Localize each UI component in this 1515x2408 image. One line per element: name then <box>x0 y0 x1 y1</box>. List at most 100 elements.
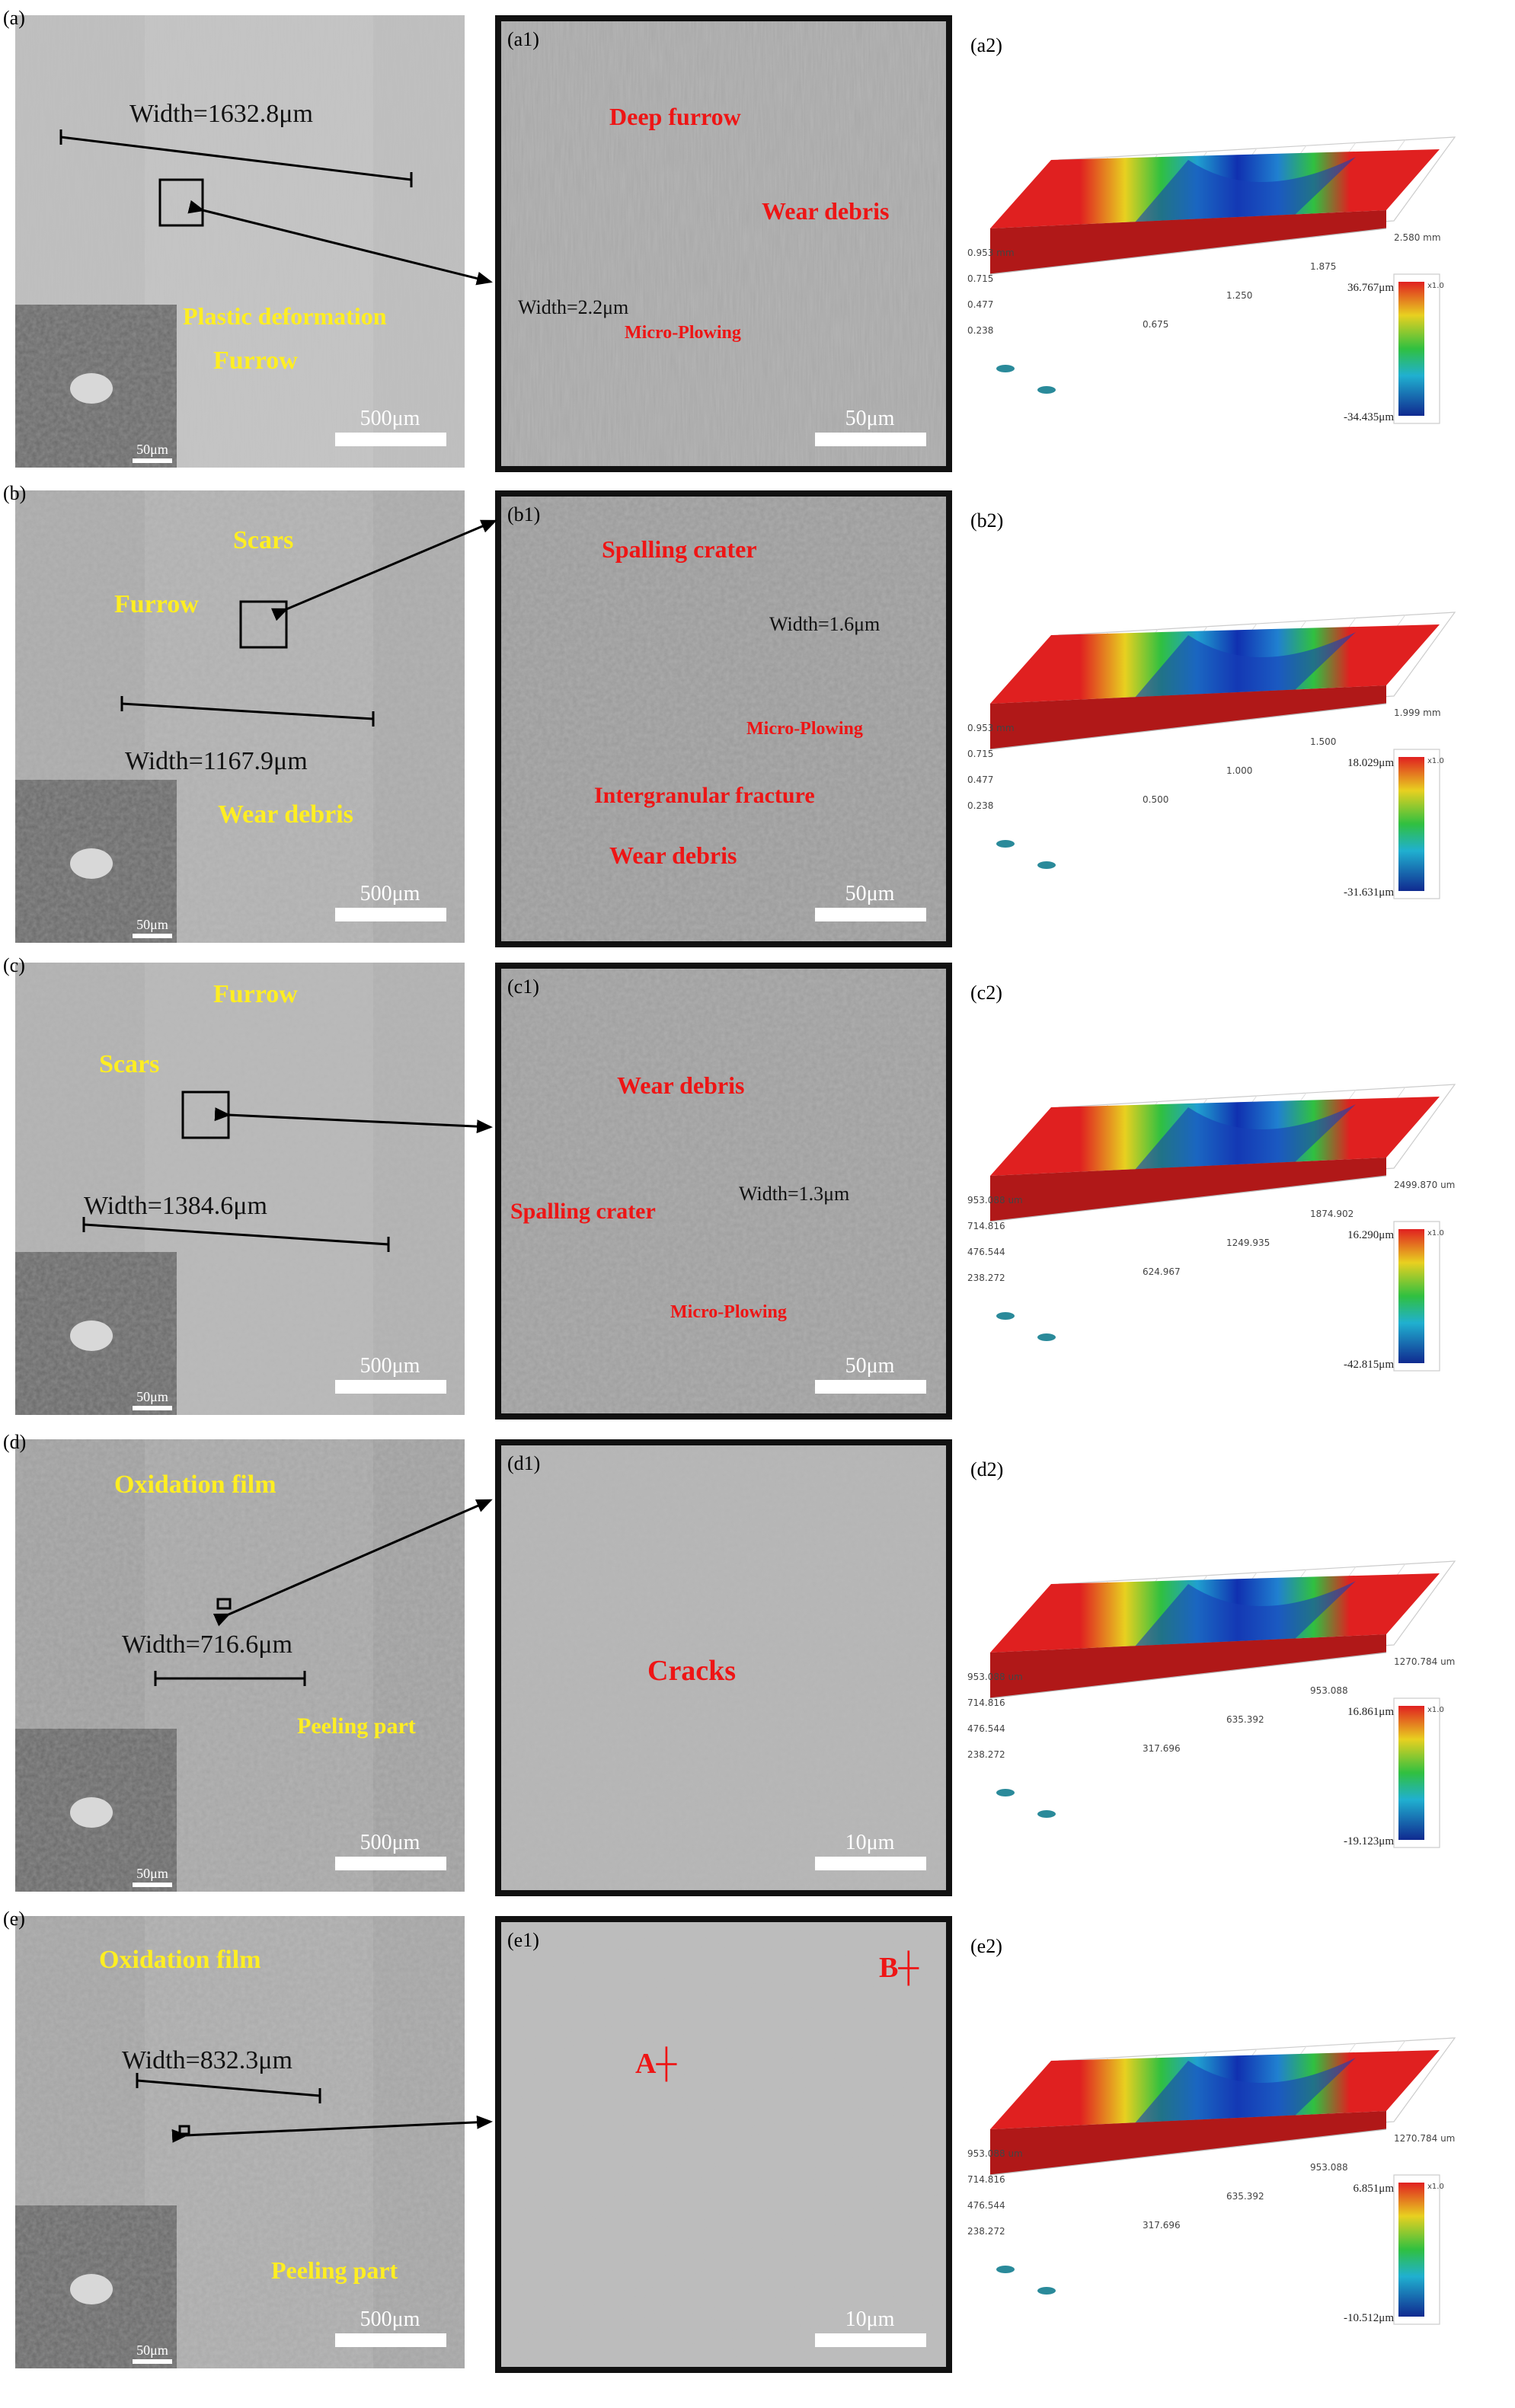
annotation: Furrow <box>213 980 298 1008</box>
sem-panel: (b) Scars Furrow Width=1167.9μm Wear debris 5… <box>3 482 465 943</box>
axis-line <box>989 2129 1387 2176</box>
inset-scale-bar <box>133 934 172 938</box>
colorbar-factor: x1.0 <box>1427 282 1444 290</box>
scale-label: 50μm <box>845 407 895 430</box>
colorbar <box>1398 2183 1424 2317</box>
colorbar-min: -10.512μm <box>1344 2312 1394 2324</box>
annotation: A┼ <box>635 2046 677 2082</box>
profile-panel: (c2) 953.088 um 714.816 476.544 238.272 624.9… <box>967 982 1456 1372</box>
zoom-panel: (d1) Cracks 10μm <box>495 1439 952 1896</box>
annotation: Wear debris <box>609 842 737 869</box>
scale-label: 10μm <box>845 2307 895 2331</box>
profile-panel: (b2) 0.953 mm 0.715 0.477 0.238 0.500 1.000 1.5… <box>967 509 1456 899</box>
colorbar-min: -34.435μm <box>1344 411 1394 423</box>
depth-tick: 476.544 <box>967 2200 1005 2211</box>
annotation: Wear debris <box>617 1071 744 1099</box>
zoom-panel: (e1) B┼ A┼ 10μm <box>495 1916 952 2373</box>
zoom-arrow <box>270 519 497 621</box>
wear-track <box>145 1916 373 2368</box>
zoom-frame <box>495 490 952 947</box>
colorbar-frame <box>1393 273 1440 424</box>
orient-icon <box>1037 1810 1056 1818</box>
zoom-arrow <box>214 1107 493 1134</box>
orient-icon <box>1037 2287 1056 2295</box>
surface-front <box>990 1158 1386 1222</box>
scale-bar <box>335 2333 446 2347</box>
debris <box>70 848 113 879</box>
width-bar <box>60 136 412 181</box>
zoom-frame <box>495 963 952 1420</box>
orient-icon <box>996 840 1015 848</box>
annotation: B┼ <box>879 1950 919 1986</box>
inset-scale-bar <box>133 458 172 463</box>
width-tick: 1.250 <box>1226 290 1252 301</box>
depth-tick: 0.477 <box>967 299 993 310</box>
panel-label: (c) <box>3 954 25 976</box>
annotation: Scars <box>233 526 293 554</box>
annotation: Micro-Plowing <box>625 323 741 343</box>
annotation: Wear debris <box>762 197 889 225</box>
width-bar <box>121 702 374 720</box>
panel-label: (a2) <box>970 34 1002 56</box>
depth-tick: 953.088 um <box>967 1672 1023 1682</box>
depth-tick: 714.816 <box>967 1221 1005 1231</box>
region-box <box>239 600 288 649</box>
inset-scale-label: 50μm <box>136 442 168 457</box>
colorbar-max: 16.861μm <box>1347 1706 1394 1718</box>
depth-tick: 714.816 <box>967 2174 1005 2185</box>
annotation: Width=1.6μm <box>769 613 880 635</box>
colorbar-min: -42.815μm <box>1344 1359 1394 1371</box>
width-tick: 0.675 <box>1143 319 1168 330</box>
panel-label: (b2) <box>970 509 1003 532</box>
zoom-arrow <box>187 200 493 286</box>
scale-label: 10μm <box>845 1831 895 1854</box>
panel-label: (a) <box>3 7 25 29</box>
panel-label: (a1) <box>507 28 539 50</box>
inset-scale-bar <box>133 1406 172 1410</box>
scale-label: 500μm <box>360 407 420 430</box>
panel-label: (b1) <box>507 503 540 525</box>
zoom-panel: (a1) Deep furrow Wear debris Width=2.2μm Mic… <box>495 15 952 472</box>
colorbar-frame <box>1393 2174 1440 2325</box>
orient-icon <box>996 2266 1015 2273</box>
colorbar-max: 16.290μm <box>1347 1229 1394 1241</box>
panel-label: (d1) <box>507 1452 540 1474</box>
annotation: Peeling part <box>297 1713 416 1739</box>
colorbar <box>1398 1229 1424 1363</box>
depth-tick: 238.272 <box>967 1749 1005 1760</box>
scale-label: 50μm <box>845 1354 895 1378</box>
panel-label: (c2) <box>970 982 1002 1004</box>
panel-label: (e1) <box>507 1929 539 1951</box>
colorbar <box>1398 282 1424 416</box>
scale-bar <box>815 433 926 446</box>
zoom-panel: (c1) Wear debris Spalling crater Width=1.3μ… <box>495 963 952 1420</box>
annotation: Deep furrow <box>609 103 741 130</box>
colorbar-max: 6.851μm <box>1354 2183 1395 2195</box>
axis-line <box>989 228 1387 275</box>
zoom-texture <box>498 966 949 1416</box>
zoom-frame <box>495 15 952 472</box>
colorbar-min: -19.123μm <box>1344 1835 1394 1848</box>
scale-label: 500μm <box>360 2307 420 2331</box>
width-tick: 635.392 <box>1226 2191 1264 2202</box>
inset-scale-label: 50μm <box>136 1389 168 1404</box>
width-tick: 1249.935 <box>1226 1238 1270 1248</box>
scale-bar <box>335 1380 446 1394</box>
annotation: Scars <box>99 1050 159 1078</box>
zoom-texture <box>498 18 949 469</box>
debris <box>70 1797 113 1828</box>
colorbar-factor: x1.0 <box>1427 1229 1444 1238</box>
colorbar-factor: x1.0 <box>1427 757 1444 765</box>
colorbar-factor: x1.0 <box>1427 1706 1444 1714</box>
scale-bar <box>335 1857 446 1870</box>
scale-bar <box>815 908 926 921</box>
width-tick: 1.000 <box>1226 765 1252 776</box>
depth-tick: 476.544 <box>967 1247 1005 1257</box>
panel-label: (e) <box>3 1908 25 1930</box>
colorbar-frame <box>1393 1221 1440 1372</box>
colorbar-max: 18.029μm <box>1347 757 1394 769</box>
annotation: Width=1167.9μm <box>125 747 308 775</box>
surface-front <box>990 210 1386 274</box>
orient-icon <box>996 365 1015 372</box>
colorbar-min: -31.631μm <box>1344 886 1394 899</box>
